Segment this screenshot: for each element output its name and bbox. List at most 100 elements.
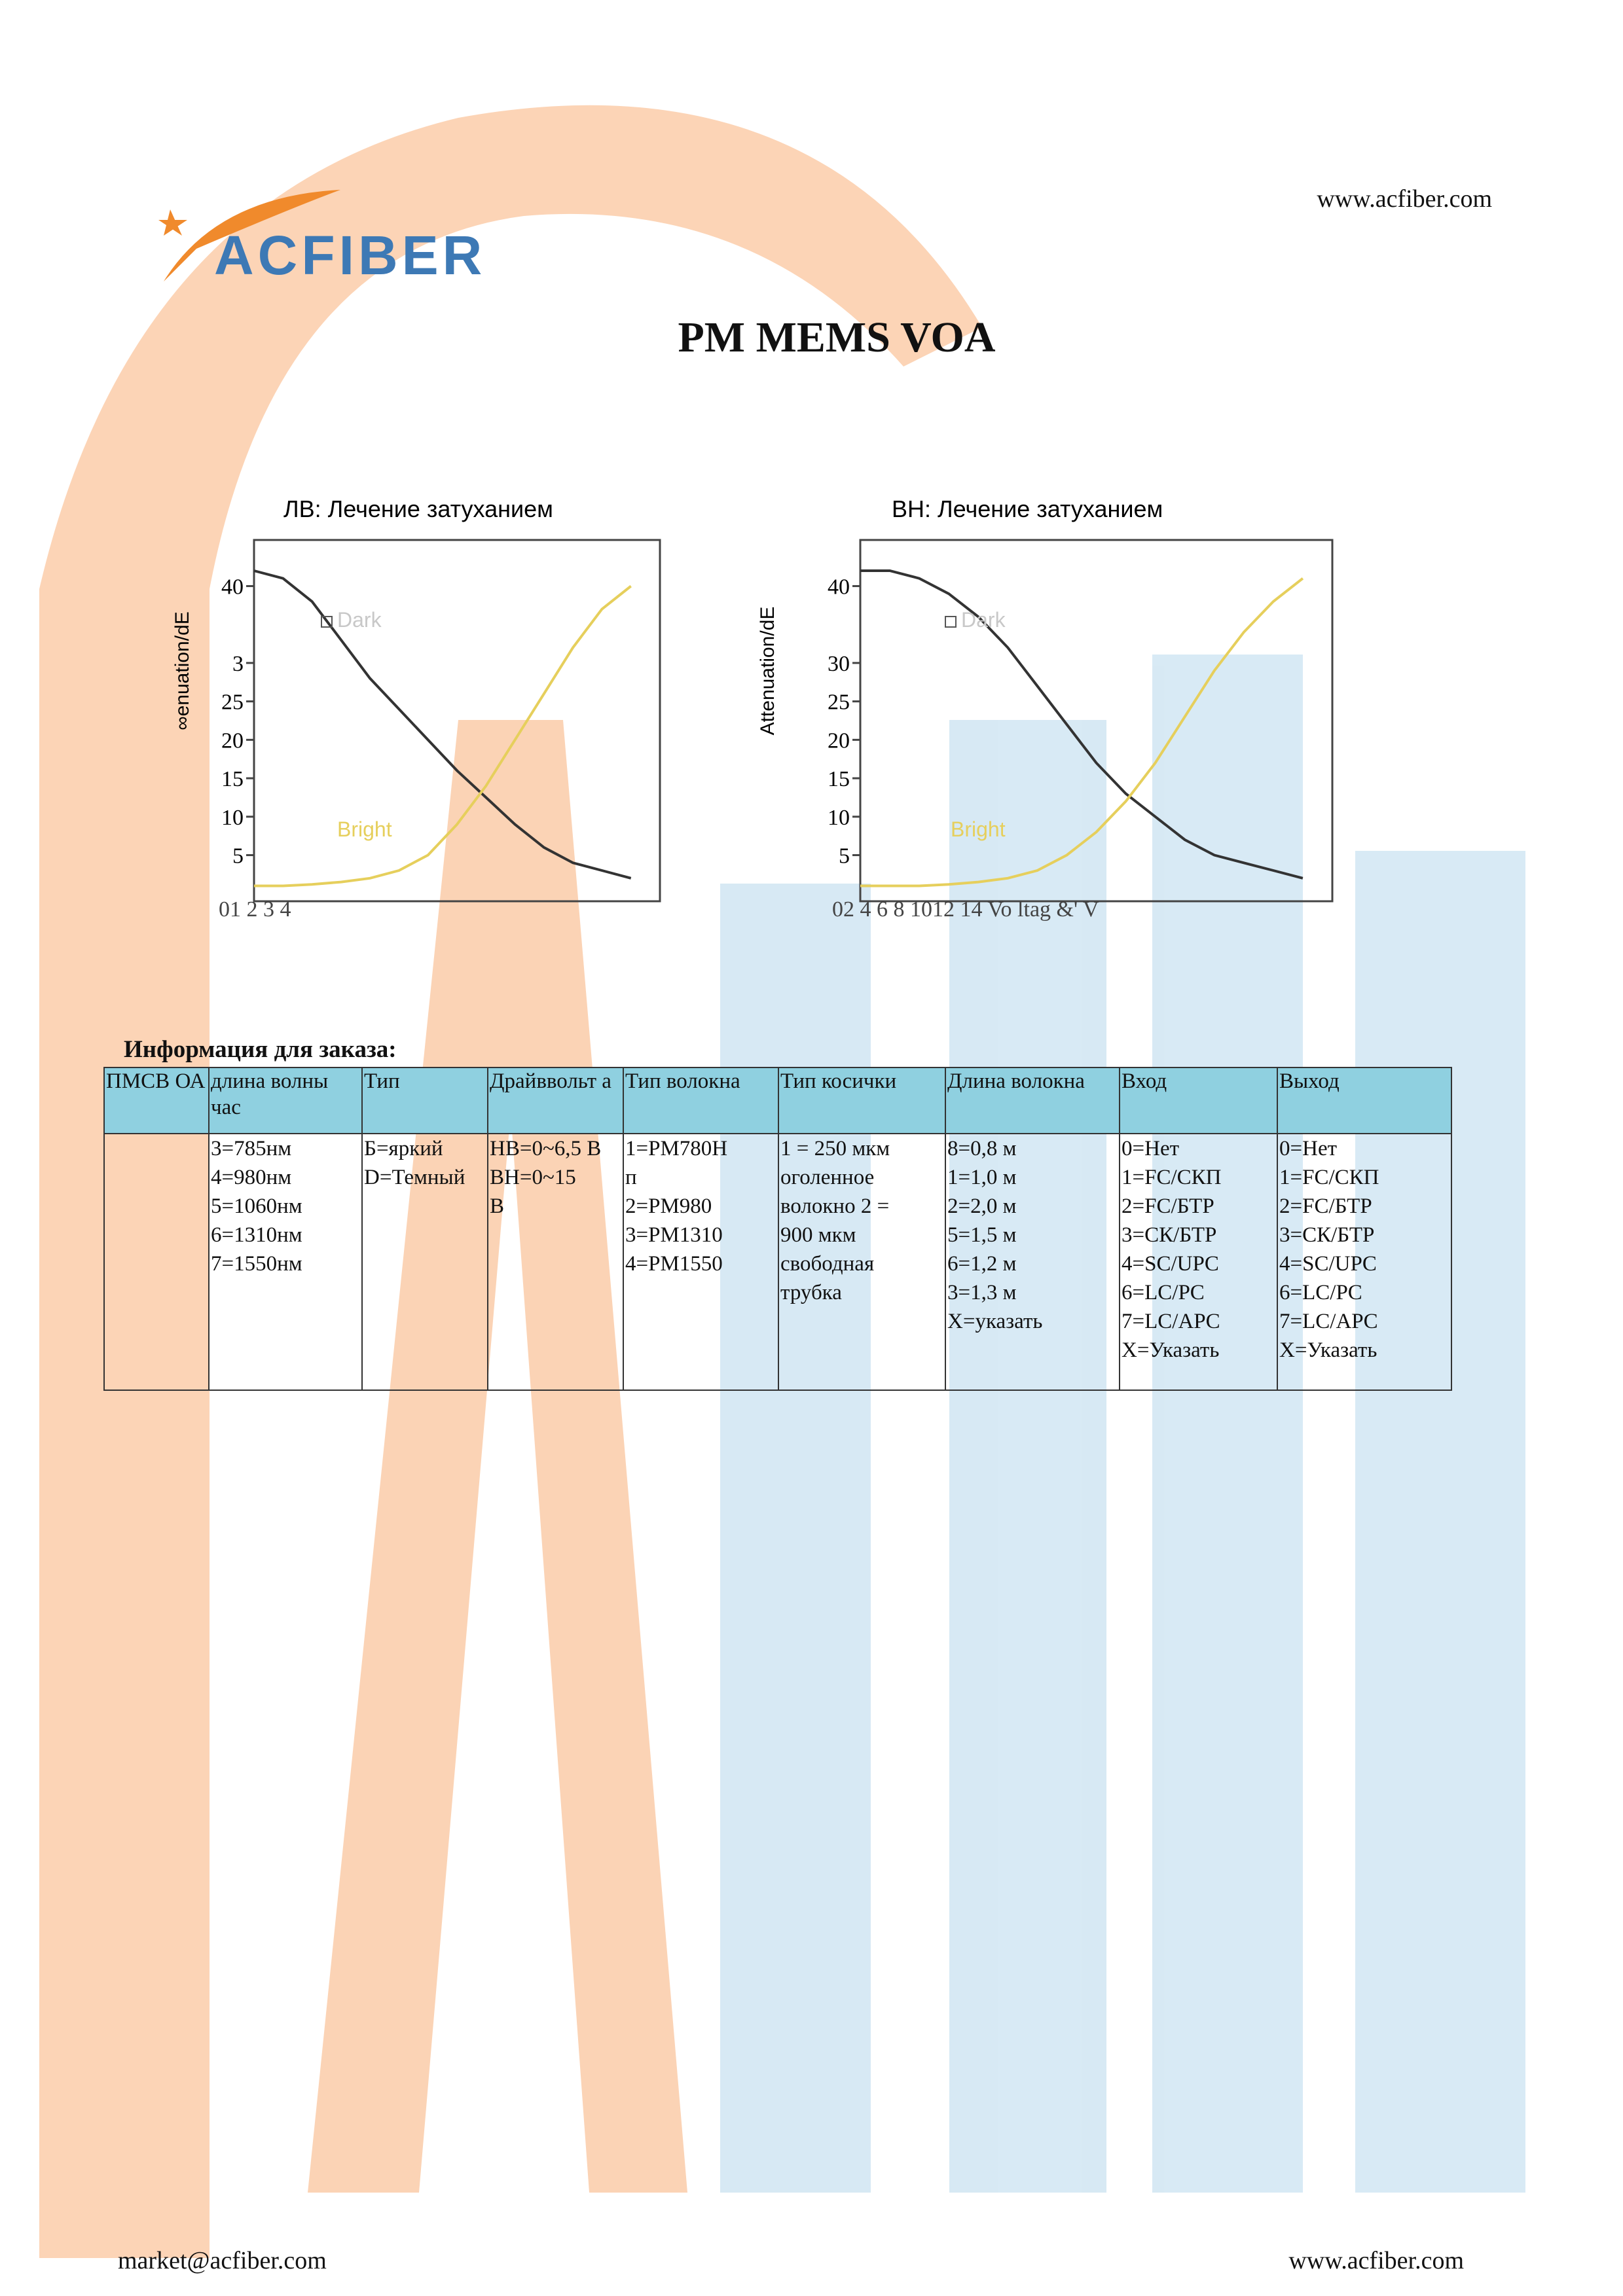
table-cell: 0=Нет 1=FC/СКП 2=FC/БТР 3=СК/БТР 4=SC/UPC 6=L… bbox=[1277, 1133, 1452, 1391]
cell-line: НВ=0~6,5 В bbox=[490, 1137, 602, 1160]
cell-line: 3=1,3 м bbox=[947, 1281, 1017, 1304]
y-tick-label: 15 bbox=[828, 767, 850, 791]
logo: ACFIBER bbox=[214, 224, 486, 286]
cell-line: 4=SC/UPC bbox=[1279, 1252, 1377, 1276]
plot-frame bbox=[253, 539, 661, 903]
y-axis-label: ∞enuation/dE bbox=[172, 611, 193, 730]
y-tick-label: 15 bbox=[221, 767, 244, 791]
legend-label: Dark bbox=[961, 608, 1006, 632]
cell-line: 6=1310нм bbox=[211, 1223, 302, 1247]
cell-line: 6=LC/PC bbox=[1279, 1281, 1362, 1304]
table-cell: 0=Нет 1=FC/СКП 2=FC/БТР 3=СК/БТР 4=SC/UPC 6=L… bbox=[1119, 1133, 1278, 1391]
cell-line: 5=1,5 м bbox=[947, 1223, 1017, 1247]
series-line bbox=[860, 569, 1304, 880]
series-line bbox=[254, 584, 632, 888]
cell-line: 900 мкм bbox=[780, 1223, 856, 1247]
y-tick-label: 5 bbox=[839, 844, 850, 869]
table-cell bbox=[103, 1133, 210, 1391]
cell-line: 8=0,8 м bbox=[947, 1137, 1017, 1160]
table-cell: 1=PM780H п 2=PM980 3=PM1310 4=PM1550 bbox=[623, 1133, 779, 1391]
y-axis-label: Attenuation/dE bbox=[757, 607, 778, 736]
page-title: PM MEMS VOA bbox=[678, 314, 996, 361]
cell-line: 6=1,2 м bbox=[947, 1252, 1017, 1276]
y-tick-label: 25 bbox=[828, 691, 850, 715]
plot-frame bbox=[859, 539, 1334, 903]
table-cell: 1 = 250 мкм оголенное волокно 2 = 900 мкм св… bbox=[778, 1133, 946, 1391]
x-axis-label: 02 4 6 8 1012 14 Vo ltag &' V bbox=[832, 897, 1099, 922]
cell-line: 2=2,0 м bbox=[947, 1194, 1017, 1218]
header-cell: длина волны час bbox=[208, 1067, 363, 1134]
series-line bbox=[860, 577, 1304, 888]
cell-line: 4=SC/UPC bbox=[1122, 1252, 1219, 1276]
cell-line: 7=LC/APC bbox=[1279, 1310, 1378, 1333]
cell-line: 1=1,0 м bbox=[947, 1166, 1017, 1189]
header-cell: Драйввольт а bbox=[487, 1067, 624, 1134]
table-cell: 8=0,8 м 1=1,0 м 2=2,0 м 5=1,5 м 6=1,2 м 3=1,3… bbox=[945, 1133, 1120, 1391]
cell-line: 3=СК/БТР bbox=[1279, 1223, 1375, 1247]
header-cell: Тип bbox=[361, 1067, 488, 1134]
footer-website: www.acfiber.com bbox=[1288, 2247, 1464, 2274]
y-tick-label: 10 bbox=[828, 806, 850, 830]
legend-swatch bbox=[945, 616, 957, 628]
cell-line: Б=яркий bbox=[364, 1137, 443, 1160]
cell-line: 0=Нет bbox=[1279, 1137, 1338, 1160]
y-tick-label: 30 bbox=[828, 652, 850, 676]
cell-line: X=Указать bbox=[1122, 1338, 1220, 1362]
legend-label: Dark bbox=[337, 608, 382, 632]
legend-label: Bright bbox=[337, 817, 392, 841]
cell-line: В bbox=[490, 1194, 505, 1218]
legend-swatch bbox=[321, 616, 333, 628]
cell-line: 6=LC/PC bbox=[1122, 1281, 1205, 1304]
cell-line: 1=PM780H bbox=[625, 1137, 728, 1160]
cell-line: свободная bbox=[780, 1252, 875, 1276]
header-cell: Длина волокна bbox=[945, 1067, 1120, 1134]
cell-line: 7=LC/APC bbox=[1122, 1310, 1220, 1333]
cell-line: X=Указать bbox=[1279, 1338, 1377, 1362]
table-cell: Б=яркий D=Темный bbox=[361, 1133, 488, 1391]
y-tick-label: 5 bbox=[232, 844, 244, 869]
cell-line: 2=FC/БТР bbox=[1122, 1194, 1214, 1218]
y-tick-label: 20 bbox=[828, 728, 850, 753]
cell-line: 2=PM980 bbox=[625, 1194, 712, 1218]
footer-email: market@acfiber.com bbox=[118, 2247, 327, 2274]
y-tick-label: 3 bbox=[232, 652, 244, 676]
cell-line: 1 = 250 мкм bbox=[780, 1137, 890, 1160]
header-row: ПМСВ ОА длина волны час Тип Драйввольт а Тип… bbox=[103, 1067, 1452, 1134]
cell-line: 5=1060нм bbox=[211, 1194, 302, 1218]
y-tick-label: 20 bbox=[221, 728, 244, 753]
header-cell: Тип косички bbox=[778, 1067, 946, 1134]
y-tick-label: 40 bbox=[828, 575, 850, 599]
cell-line: 0=Нет bbox=[1122, 1137, 1180, 1160]
table-cell: 3=785нм 4=980нм 5=1060нм 6=1310нм 7=1550нм bbox=[208, 1133, 363, 1391]
cell-line: 3=PM1310 bbox=[625, 1223, 723, 1247]
legend-label: Bright bbox=[951, 817, 1006, 841]
y-tick-label: 10 bbox=[221, 806, 244, 830]
cell-line: оголенное bbox=[780, 1166, 875, 1189]
header-cell: Вход bbox=[1119, 1067, 1278, 1134]
x-axis-label: 01 2 3 4 bbox=[219, 897, 291, 922]
cell-line: X=указать bbox=[947, 1310, 1043, 1333]
cell-line: 4=PM1550 bbox=[625, 1252, 723, 1276]
cell-line: 1=FC/СКП bbox=[1279, 1166, 1379, 1189]
cell-line: ВН=0~15 bbox=[490, 1166, 576, 1189]
logo-star bbox=[158, 209, 187, 236]
y-tick-label: 25 bbox=[221, 691, 244, 715]
logo-swoosh bbox=[164, 190, 340, 281]
cell-line: 3=СК/БТР bbox=[1122, 1223, 1217, 1247]
table-cell: НВ=0~6,5 В ВН=0~15 В bbox=[487, 1133, 624, 1391]
header-cell: ПМСВ ОА bbox=[103, 1067, 210, 1134]
y-tick-label: 40 bbox=[221, 575, 244, 599]
header-cell: Тип волокна bbox=[623, 1067, 779, 1134]
series-line bbox=[253, 569, 632, 880]
cell-line: 3=785нм bbox=[211, 1137, 292, 1160]
header-cell: Выход bbox=[1277, 1067, 1452, 1134]
cell-line: волокно 2 = bbox=[780, 1194, 890, 1218]
order-table: ПМСВ ОА длина волны час Тип Драйввольт а Тип… bbox=[103, 1067, 1452, 1391]
table-row: 3=785нм 4=980нм 5=1060нм 6=1310нм 7=1550нм Б=… bbox=[103, 1133, 1452, 1391]
cell-line: 2=FC/БТР bbox=[1279, 1194, 1372, 1218]
cell-line: трубка bbox=[780, 1281, 842, 1304]
cell-line: п bbox=[625, 1166, 637, 1189]
cell-line: 7=1550нм bbox=[211, 1252, 302, 1276]
